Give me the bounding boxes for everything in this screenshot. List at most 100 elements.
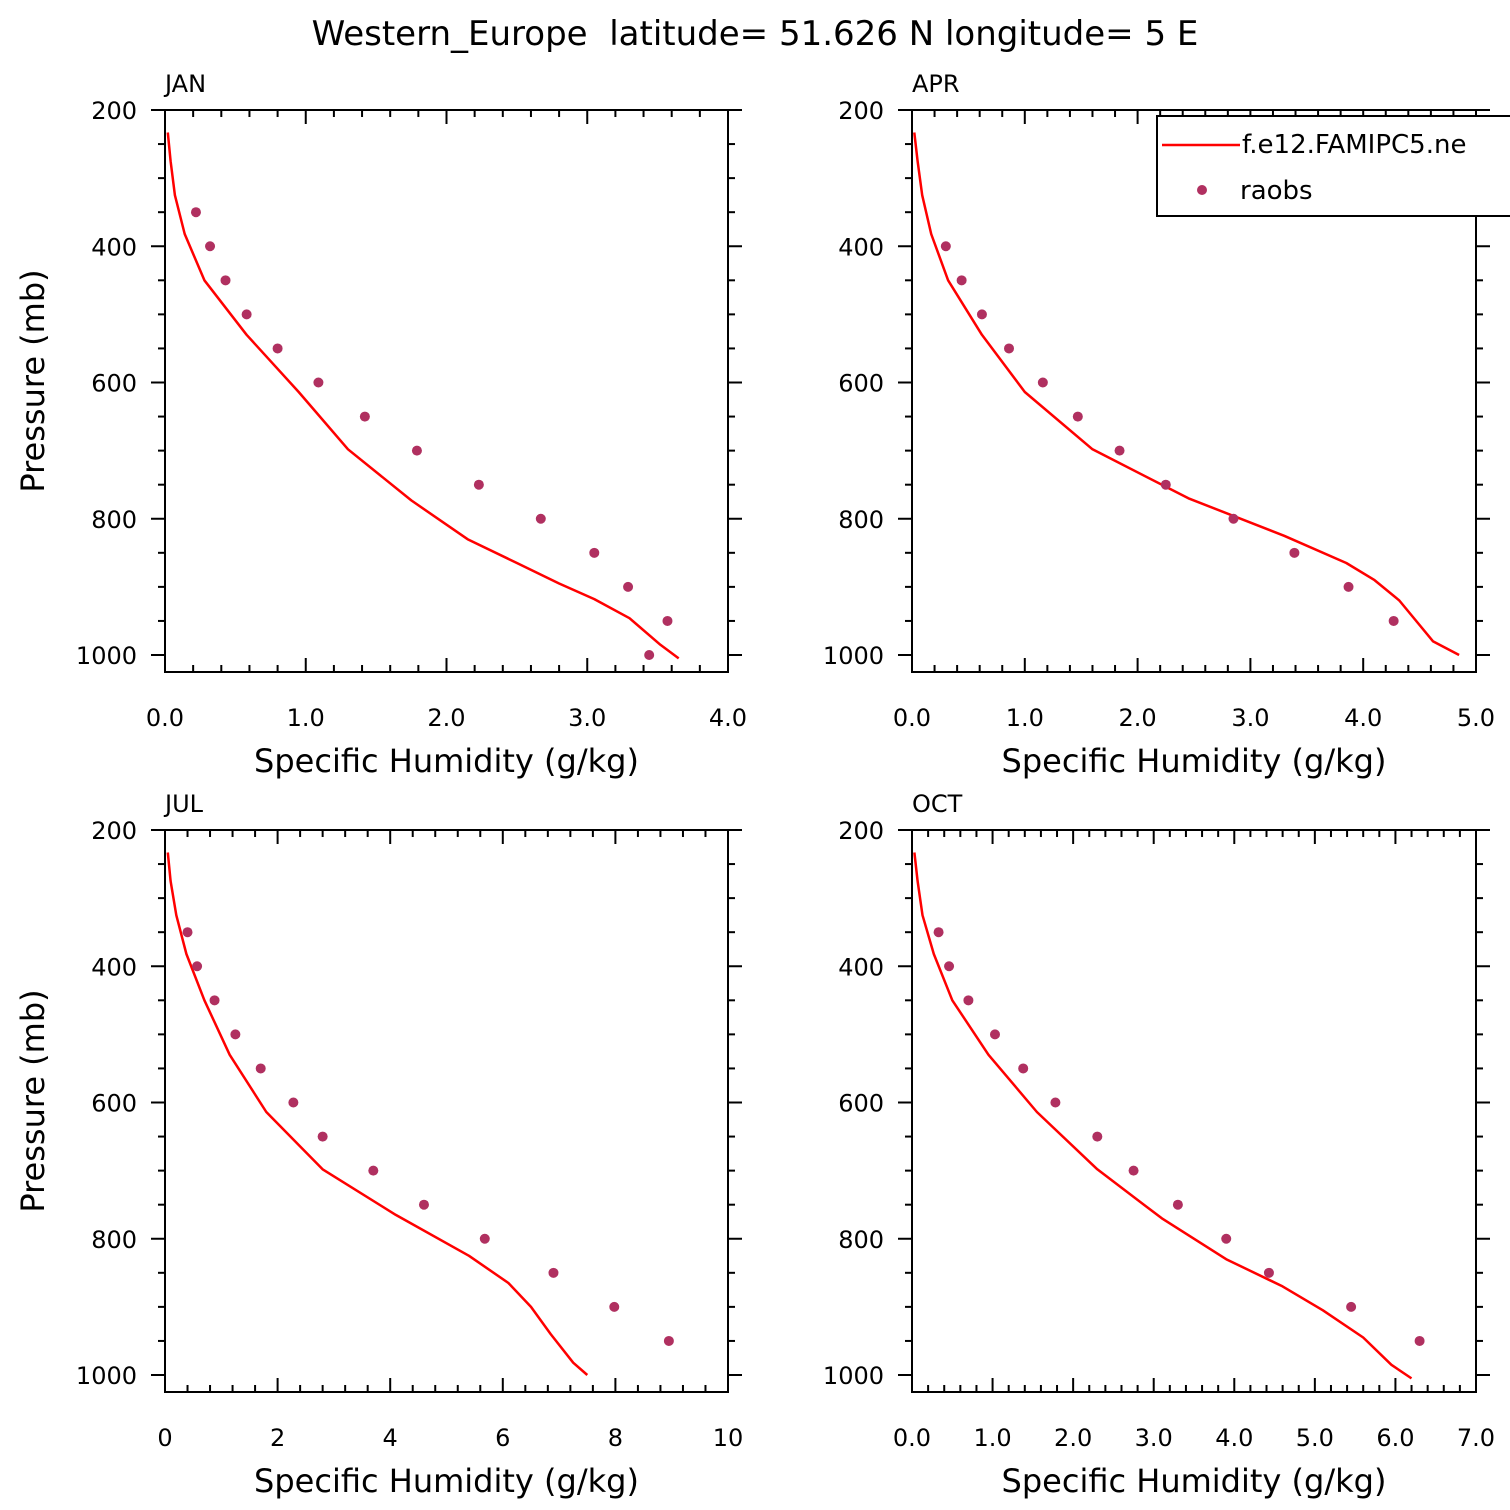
raobs-point — [272, 343, 283, 354]
raobs-point — [1160, 479, 1171, 490]
x-tick-label: 3.0 — [1231, 704, 1269, 732]
panel-label-jul: JUL — [163, 790, 204, 818]
raobs-point — [1050, 1097, 1061, 1108]
y-axis-label: Pressure (mb) — [14, 989, 52, 1212]
raobs-point — [1343, 581, 1354, 592]
x-tick-label: 7.0 — [1457, 1424, 1495, 1452]
x-tick-label: 2 — [270, 1424, 285, 1452]
raobs-point — [609, 1301, 620, 1312]
raobs-point — [418, 1199, 429, 1210]
raobs-point — [317, 1131, 328, 1142]
raobs-point — [1172, 1199, 1183, 1210]
x-tick-label: 10 — [713, 1424, 744, 1452]
y-tick-label: 600 — [91, 1090, 137, 1118]
raobs-point — [288, 1097, 299, 1108]
raobs-point — [192, 961, 203, 972]
raobs-point — [1114, 445, 1125, 456]
y-tick-label: 400 — [91, 953, 137, 981]
raobs-point — [479, 1233, 490, 1244]
y-axis-label: Pressure (mb) — [14, 269, 52, 492]
raobs-point — [205, 241, 216, 252]
panel-label-jan: JAN — [163, 70, 206, 98]
raobs-point — [663, 1335, 674, 1346]
y-tick-label: 200 — [838, 97, 884, 125]
raobs-point — [944, 961, 955, 972]
raobs-point — [313, 377, 324, 388]
page-title: Western_Europe latitude= 51.626 N longit… — [312, 14, 1199, 54]
y-tick-label: 1000 — [823, 642, 884, 670]
x-tick-label: 4.0 — [1215, 1424, 1253, 1452]
raobs-point — [368, 1165, 379, 1176]
legend: f.e12.FAMIPC5.ne raobs — [1156, 115, 1510, 217]
raobs-point — [209, 995, 220, 1006]
x-tick-label: 1.0 — [287, 704, 325, 732]
y-tick-label: 1000 — [823, 1362, 884, 1390]
y-tick-label: 200 — [838, 817, 884, 845]
raobs-point — [1414, 1335, 1425, 1346]
model-profile-line — [913, 852, 1413, 1380]
raobs-point — [411, 445, 422, 456]
raobs-point — [1128, 1165, 1139, 1176]
x-tick-label: 3.0 — [1135, 1424, 1173, 1452]
raobs-point — [220, 275, 231, 286]
plot-frame — [911, 829, 1477, 1393]
raobs-point — [1072, 411, 1083, 422]
x-tick-label: 8 — [608, 1424, 623, 1452]
x-tick-label: 2.0 — [1054, 1424, 1092, 1452]
legend-label-obs: raobs — [1240, 176, 1313, 206]
raobs-point — [976, 309, 987, 320]
raobs-point — [190, 207, 201, 218]
y-tick-label: 200 — [91, 97, 137, 125]
raobs-point — [623, 581, 634, 592]
raobs-point — [1092, 1131, 1103, 1142]
raobs-point — [182, 927, 193, 938]
x-tick-label: 0.0 — [893, 704, 931, 732]
x-tick-label: 1.0 — [1006, 704, 1044, 732]
x-axis-label: Specific Humidity (g/kg) — [1002, 742, 1387, 780]
y-tick-label: 400 — [838, 233, 884, 261]
y-tick-label: 600 — [91, 370, 137, 398]
x-tick-label: 0.0 — [893, 1424, 931, 1452]
raobs-point — [589, 547, 600, 558]
panel-label-oct: OCT — [912, 790, 963, 818]
x-tick-label: 2.0 — [427, 704, 465, 732]
x-tick-label: 4.0 — [709, 704, 747, 732]
x-tick-label: 5.0 — [1296, 1424, 1334, 1452]
x-tick-label: 1.0 — [973, 1424, 1011, 1452]
y-tick-label: 600 — [838, 1090, 884, 1118]
raobs-point — [933, 927, 944, 938]
model-profile-line — [913, 132, 1460, 657]
raobs-point — [963, 995, 974, 1006]
x-tick-label: 2.0 — [1119, 704, 1157, 732]
x-axis-label: Specific Humidity (g/kg) — [254, 1462, 639, 1500]
raobs-point — [1037, 377, 1048, 388]
x-tick-label: 6.0 — [1376, 1424, 1414, 1452]
x-tick-label: 4.0 — [1344, 704, 1382, 732]
x-tick-label: 0.0 — [146, 704, 184, 732]
raobs-point — [1263, 1267, 1274, 1278]
plot-frame — [911, 109, 1477, 673]
plot-frame — [164, 829, 729, 1393]
raobs-point — [548, 1267, 559, 1278]
panel-jan: JAN 0.0 1.0 2.0 3.0 4.0 200 400 600 800 1000 Specif… — [14, 70, 747, 780]
y-tick-label: 800 — [838, 506, 884, 534]
y-tick-label: 1000 — [76, 1362, 137, 1390]
y-tick-label: 400 — [91, 233, 137, 261]
raobs-point — [359, 411, 370, 422]
raobs-point — [1018, 1063, 1029, 1074]
raobs-point — [230, 1029, 241, 1040]
model-profile-line — [166, 852, 589, 1376]
raobs-point — [535, 513, 546, 524]
legend-box — [1156, 115, 1510, 217]
x-axis-label: Specific Humidity (g/kg) — [1002, 1462, 1387, 1500]
raobs-point — [989, 1029, 1000, 1040]
raobs-point — [940, 241, 951, 252]
model-profile-line — [166, 132, 680, 660]
x-axis-label: Specific Humidity (g/kg) — [254, 742, 639, 780]
y-tick-label: 200 — [91, 817, 137, 845]
x-tick-label: 4 — [383, 1424, 398, 1452]
raobs-point — [1221, 1233, 1232, 1244]
raobs-point — [241, 309, 252, 320]
x-tick-label: 3.0 — [568, 704, 606, 732]
